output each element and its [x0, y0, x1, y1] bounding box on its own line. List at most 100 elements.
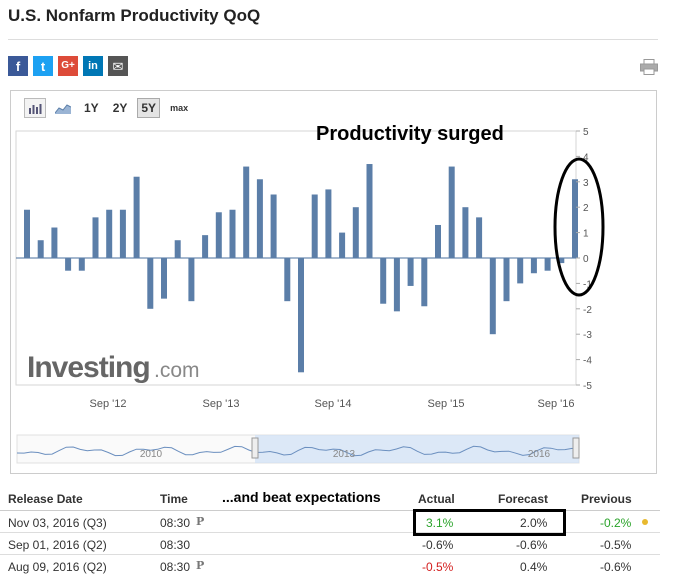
chart-annotation: Productivity surged — [316, 123, 504, 145]
printer-icon[interactable] — [640, 59, 658, 75]
x-tick-label: Sep '16 — [538, 398, 575, 410]
navigator-label: 2013 — [333, 449, 356, 460]
navigator-series — [16, 445, 580, 457]
row-previous: -0.2% — [600, 516, 632, 530]
bar — [380, 258, 387, 304]
bar — [133, 176, 140, 258]
bar — [476, 217, 483, 258]
y-tick-label: 4 — [583, 152, 589, 163]
table-annotation: ...and beat expectations — [222, 489, 381, 505]
row-time: 08:30 — [160, 538, 191, 552]
bar — [256, 179, 263, 258]
header-time: Time — [160, 492, 188, 506]
row-actual: -0.6% — [422, 538, 454, 552]
bar — [243, 166, 250, 258]
actual-forecast-highlight — [413, 509, 566, 536]
row-date: Nov 03, 2016 (Q3) — [8, 516, 107, 530]
header-forecast: Forecast — [498, 492, 549, 506]
y-tick-label: -5 — [583, 381, 592, 392]
bar — [530, 258, 537, 274]
row-forecast: 0.4% — [520, 560, 548, 574]
row-time: 08:30 — [160, 516, 191, 530]
twitter-icon[interactable]: t — [33, 56, 53, 76]
bar — [366, 164, 373, 258]
bar — [572, 179, 578, 258]
bar — [202, 235, 209, 258]
bar — [544, 258, 551, 271]
y-tick-label: 3 — [583, 178, 589, 189]
y-tick-label: -1 — [583, 279, 592, 290]
bar — [517, 258, 524, 284]
navigator-label: 2010 — [140, 449, 163, 460]
row-actual: 3.1% — [426, 516, 454, 530]
productivity-bar-chart: Investing .com 5 4 3 2 1 0 -1 -2 -3 -4 -5 Sep '12 Sep … — [15, 123, 605, 464]
row-forecast: -0.6% — [516, 538, 548, 552]
y-tick-label: 5 — [583, 127, 589, 138]
bar — [352, 207, 359, 258]
y-tick-label: 1 — [583, 229, 589, 240]
bar-chart-toggle-icon[interactable] — [24, 98, 46, 118]
bar — [92, 217, 99, 258]
email-icon[interactable]: ✉ — [108, 56, 128, 76]
navigator-selection — [255, 435, 579, 463]
row-time: 08:30 — [160, 560, 191, 574]
chart-toolbar: 1Y 2Y 5Y max — [24, 98, 192, 118]
bar — [215, 212, 222, 258]
chart-panel: 1Y 2Y 5Y max Investing .com 5 4 3 2 1 0 -1 -2 -3 -4… — [10, 90, 657, 474]
bar — [24, 209, 30, 258]
bar — [270, 194, 277, 258]
facebook-icon[interactable]: f — [8, 56, 28, 76]
navigator-right-handle — [572, 437, 580, 459]
range-5y-button[interactable]: 5Y — [137, 98, 161, 118]
bar — [393, 258, 400, 312]
bar — [65, 258, 72, 271]
range-1y-button[interactable]: 1Y — [84, 101, 99, 115]
bar — [174, 240, 181, 258]
page-title: U.S. Nonfarm Productivity QoQ — [8, 6, 261, 25]
bar — [147, 258, 154, 309]
watermark-text: Investing — [27, 351, 150, 384]
table-row: Sep 01, 2016 (Q2) 08:30 -0.6% -0.6% -0.5… — [0, 532, 660, 554]
area-chart-toggle-icon[interactable] — [52, 98, 74, 118]
header-previous: Previous — [581, 492, 632, 506]
y-tick-label: -4 — [583, 356, 592, 367]
bar — [558, 258, 565, 264]
row-date: Aug 09, 2016 (Q2) — [8, 560, 107, 574]
y-tick-label: -3 — [583, 330, 592, 341]
y-tick-label: -2 — [583, 305, 592, 316]
google-plus-icon[interactable]: G+ — [58, 56, 78, 76]
header-release-date: Release Date — [8, 492, 83, 506]
bar — [106, 209, 113, 258]
bar — [298, 258, 304, 373]
preliminary-icon: P — [196, 515, 205, 528]
table-row: Nov 03, 2016 (Q3) 08:30 P 3.1% 2.0% -0.2… — [0, 510, 660, 532]
row-forecast: 2.0% — [520, 516, 548, 530]
bar — [421, 258, 428, 307]
row-date: Sep 01, 2016 (Q2) — [8, 538, 107, 552]
social-share-bar: f t G+ in ✉ — [8, 56, 128, 76]
linkedin-icon[interactable]: in — [83, 56, 103, 76]
x-tick-label: Sep '12 — [90, 398, 127, 410]
x-tick-label: Sep '13 — [203, 398, 240, 410]
bar — [435, 224, 441, 258]
preliminary-icon: P — [196, 559, 205, 572]
range-2y-button[interactable]: 2Y — [112, 101, 128, 115]
bar — [78, 258, 85, 271]
header-actual: Actual — [418, 492, 455, 506]
bar — [448, 166, 455, 258]
bar — [489, 258, 496, 335]
row-previous: -0.5% — [600, 538, 632, 552]
x-tick-label: Sep '15 — [428, 398, 465, 410]
row-actual: -0.5% — [422, 560, 454, 574]
bar — [462, 207, 469, 258]
bar — [407, 258, 414, 286]
surge-highlight-ellipse — [553, 157, 605, 297]
bar — [161, 258, 167, 299]
range-max-button[interactable]: max — [170, 103, 189, 113]
row-previous: -0.6% — [600, 560, 632, 574]
title-divider — [8, 39, 658, 40]
y-tick-label: 2 — [583, 203, 589, 214]
table-row: Aug 09, 2016 (Q2) 08:30 P -0.5% 0.4% -0.… — [0, 554, 660, 576]
bar — [51, 227, 58, 258]
navigator-label: 2016 — [528, 449, 551, 460]
